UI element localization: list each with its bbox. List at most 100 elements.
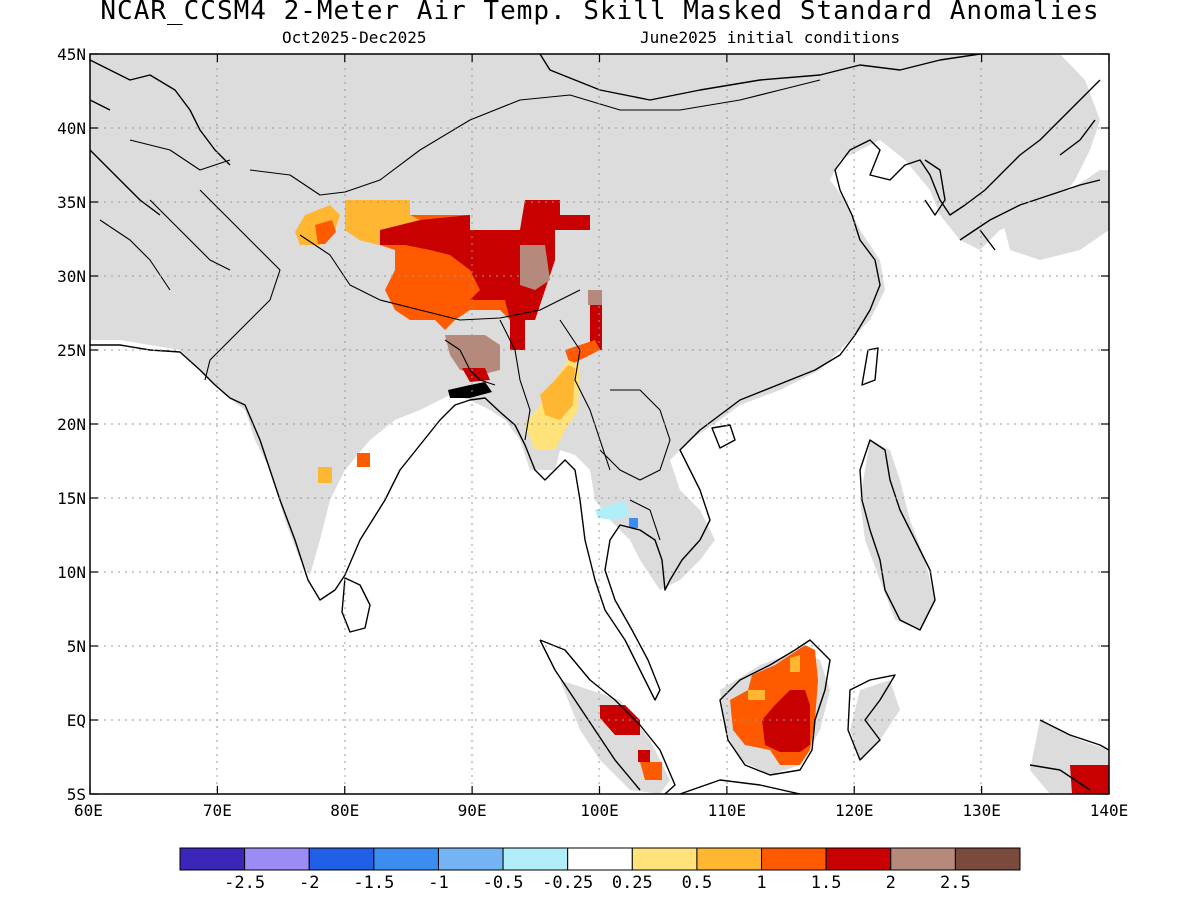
- colorbar-label: 2.5: [940, 873, 971, 893]
- colorbar-swatch: [696, 847, 763, 871]
- myanmar-orange-region: [565, 340, 600, 365]
- lat-tick-label: 40N: [57, 119, 86, 138]
- colorbar-swatch: [502, 847, 569, 871]
- colorbar-label: 0.5: [682, 873, 713, 893]
- colorbar-label: -0.5: [483, 873, 524, 893]
- thailand-region: [595, 500, 630, 520]
- coastline-korea: [924, 159, 946, 216]
- tibet-west-region: [345, 200, 420, 245]
- coastline-sulawesi: [847, 674, 896, 761]
- yunnan-top-region: [588, 290, 602, 305]
- border-indochina: [599, 389, 671, 541]
- borneo-north-region: [790, 655, 800, 672]
- colorbar-label: -0.25: [542, 873, 593, 893]
- border-central-asia: [99, 139, 231, 291]
- coastline-newguinea: [1029, 719, 1109, 791]
- sumatra-region: [600, 705, 640, 735]
- borneo-core-region: [762, 690, 810, 752]
- border-myanmar: [499, 319, 611, 471]
- bangladesh-region: [462, 368, 490, 382]
- lat-tick-label: 35N: [57, 193, 86, 212]
- lon-tick-label: 110E: [708, 801, 747, 820]
- colorbar-label: -1.5: [353, 873, 394, 893]
- lon-tick-label: 140E: [1090, 801, 1129, 820]
- colorbar-label: 0.25: [612, 873, 653, 893]
- colorbar-label: -1: [428, 873, 448, 893]
- latitude-axis: 45N 40N 35N 30N 25N 20N 15N 10N 5N EQ 5S: [57, 45, 1109, 804]
- grid-lines: [90, 54, 1109, 794]
- longitude-axis: 60E 70E 80E 90E 100E 110E 120E 130E 140E: [74, 54, 1128, 820]
- sumatra-south-region: [638, 750, 650, 762]
- border-bangladesh: [444, 339, 496, 386]
- myanmar-core-region: [540, 365, 575, 420]
- colorbar-swatch: [954, 847, 1021, 871]
- lat-tick-label: 5N: [67, 637, 86, 656]
- lat-tick-label: 10N: [57, 563, 86, 582]
- colorbar-label: 1: [756, 873, 766, 893]
- forecast-period: Oct2025-Dec2025: [282, 28, 427, 47]
- colorbar-label: -2.5: [224, 873, 265, 893]
- mask-japan: [1000, 170, 1109, 260]
- colorbar-label: -2: [299, 873, 319, 893]
- kashmir-core-region: [315, 220, 336, 244]
- colorbar-swatch: [179, 847, 246, 871]
- coastline-java: [679, 779, 801, 794]
- mask-philippines: [860, 440, 935, 630]
- colorbar-swatch: [890, 847, 956, 871]
- border-india-pak: [199, 189, 281, 381]
- lon-tick-label: 130E: [962, 801, 1001, 820]
- colorbar-swatch: [825, 847, 892, 871]
- map-title: NCAR_CCSM4 2-Meter Air Temp. Skill Maske…: [100, 0, 1100, 26]
- colorbar: -2.5 -2 -1.5 -1 -0.5 -0.25 0.25 0.5 1 1.5 2 2.5: [179, 847, 1021, 893]
- border-china-north: [249, 79, 821, 196]
- lat-tick-label: 20N: [57, 415, 86, 434]
- coastline-philippines: [859, 439, 936, 631]
- colorbar-swatch: [567, 847, 633, 871]
- lat-tick-label: 25N: [57, 341, 86, 360]
- india-cell-b: [357, 453, 370, 467]
- coastline-hainan: [711, 424, 736, 449]
- colorbar-swatch: [308, 847, 375, 871]
- lat-tick-label: EQ: [67, 711, 86, 730]
- lon-tick-label: 120E: [835, 801, 874, 820]
- tibet-east-region: [520, 245, 550, 290]
- coastline-northasia: [539, 54, 981, 101]
- lat-tick-label: 5S: [67, 785, 86, 804]
- lat-tick-label: 30N: [57, 267, 86, 286]
- colorbar-swatch: [437, 847, 504, 871]
- manipur-region: [510, 320, 525, 350]
- lat-tick-label: 15N: [57, 489, 86, 508]
- colorbar-swatch: [631, 847, 698, 871]
- coastline-japan: [959, 119, 1101, 251]
- border-layer: [99, 79, 821, 541]
- yunnan-strip-region: [590, 305, 602, 350]
- lat-tick-label: 45N: [57, 45, 86, 64]
- coastline-layer: [90, 54, 1109, 794]
- lon-tick-label: 100E: [580, 801, 619, 820]
- coastline-sumatra: [539, 639, 676, 794]
- india-cell-a: [318, 467, 332, 483]
- newguinea-region: [1070, 765, 1109, 794]
- colorbar-swatch: [244, 847, 310, 871]
- borneo-west-region: [748, 690, 765, 700]
- coastline-asia: [90, 79, 1101, 701]
- sumatra-south-orange: [640, 762, 662, 780]
- lon-tick-label: 90E: [458, 801, 487, 820]
- lon-tick-label: 80E: [330, 801, 359, 820]
- coastline-borneo: [719, 639, 831, 776]
- border-himalaya: [299, 234, 581, 321]
- colorbar-swatch: [373, 847, 439, 871]
- colorbar-label: 2: [886, 873, 896, 893]
- lon-tick-label: 70E: [203, 801, 232, 820]
- colorbar-swatch: [761, 847, 827, 871]
- bangladesh-black-region: [448, 382, 492, 398]
- skill-mask-layer: [90, 54, 1109, 794]
- tibet-core-region: [380, 200, 590, 320]
- thailand-cell: [629, 518, 638, 528]
- initial-conditions: June2025 initial conditions: [640, 28, 901, 47]
- lon-tick-label: 60E: [74, 801, 103, 820]
- coastline-westasia: [90, 59, 231, 216]
- colorbar-label: 1.5: [811, 873, 842, 893]
- anomaly-layer: [295, 200, 1109, 794]
